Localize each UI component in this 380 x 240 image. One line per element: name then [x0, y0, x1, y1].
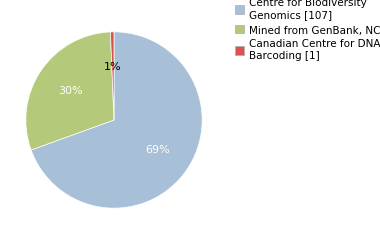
Wedge shape — [26, 32, 114, 150]
Wedge shape — [31, 32, 202, 208]
Text: 30%: 30% — [58, 85, 82, 96]
Wedge shape — [111, 32, 114, 120]
Text: 69%: 69% — [145, 145, 170, 155]
Text: 1%: 1% — [104, 62, 122, 72]
Legend: Centre for Biodiversity
Genomics [107], Mined from GenBank, NCBI [46], Canadian : Centre for Biodiversity Genomics [107], … — [234, 0, 380, 62]
